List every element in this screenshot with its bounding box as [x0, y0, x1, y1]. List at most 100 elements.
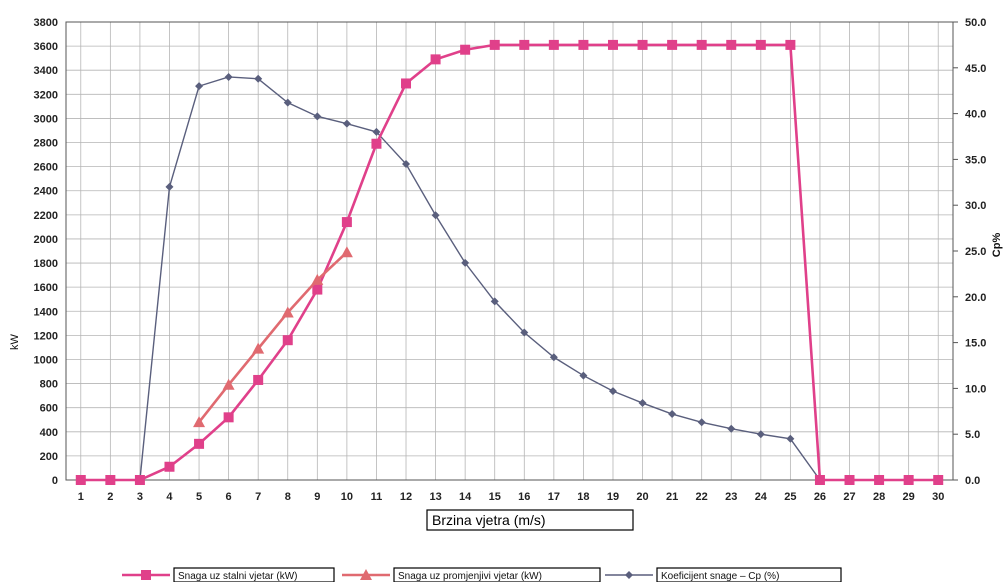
x-tick-label: 24 [755, 491, 768, 503]
data-point-square [135, 475, 145, 485]
x-tick-label: 12 [400, 491, 412, 503]
y-right-tick-label: 35.0 [965, 154, 986, 166]
x-tick-label: 27 [843, 491, 855, 503]
data-point-diamond [609, 387, 617, 395]
x-tick-label: 9 [314, 491, 320, 503]
y-axis-left-title: kW [9, 333, 21, 350]
data-point-square [141, 570, 151, 580]
data-point-diamond [639, 399, 647, 407]
y-right-tick-label: 5.0 [965, 429, 980, 441]
series-layer [76, 40, 943, 485]
x-tick-label: 3 [137, 491, 143, 503]
y-right-tick-label: 40.0 [965, 109, 986, 121]
y-left-tick-label: 3400 [34, 65, 58, 77]
x-tick-label: 2 [107, 491, 113, 503]
data-point-square [194, 439, 204, 449]
y-left-tick-label: 2600 [34, 162, 58, 174]
y-left-tick-label: 1600 [34, 282, 58, 294]
legend-label: Koeficijent snage – Cp (%) [661, 571, 779, 582]
data-point-diamond [668, 410, 676, 418]
data-point-square [933, 475, 943, 485]
data-point-square [371, 139, 381, 149]
data-point-square [431, 54, 441, 64]
y-left-tick-label: 1400 [34, 306, 58, 318]
legend: Snaga uz stalni vjetar (kW) Snaga uz prom… [122, 568, 841, 582]
data-point-diamond [225, 73, 233, 81]
x-tick-label: 15 [489, 491, 501, 503]
x-axis-title: Brzina vjetra (m/s) [432, 512, 546, 528]
y-left-tick-label: 200 [40, 451, 58, 463]
legend-label: Snaga uz promjenjivi vjetar (kW) [398, 571, 542, 582]
grid [66, 22, 953, 480]
x-tick-label: 29 [903, 491, 915, 503]
data-point-square [874, 475, 884, 485]
series-line [199, 252, 347, 422]
data-point-square [549, 40, 559, 50]
data-point-square [608, 40, 618, 50]
data-point-square [164, 462, 174, 472]
data-point-diamond [165, 183, 173, 191]
data-point-diamond [432, 211, 440, 219]
y-left-tick-label: 0 [52, 475, 58, 487]
y-left-tick-label: 2200 [34, 210, 58, 222]
y-left-tick-label: 2000 [34, 234, 58, 246]
y-right-tick-label: 45.0 [965, 63, 986, 75]
x-tick-label: 6 [226, 491, 232, 503]
y-right-tick-label: 10.0 [965, 383, 986, 395]
data-point-square [904, 475, 914, 485]
y-left-tick-label: 600 [40, 403, 58, 415]
y-left-tick-label: 3200 [34, 89, 58, 101]
data-point-square [785, 40, 795, 50]
series-line [140, 77, 820, 480]
data-point-square [312, 285, 322, 295]
x-tick-label: 26 [814, 491, 826, 503]
y-right-tick-label: 15.0 [965, 338, 986, 350]
data-point-square [105, 475, 115, 485]
data-point-square [845, 475, 855, 485]
data-point-diamond [625, 571, 633, 579]
series-line [81, 45, 938, 480]
data-point-triangle [341, 246, 353, 257]
data-point-square [756, 40, 766, 50]
data-point-diamond [195, 82, 203, 90]
data-point-square [76, 475, 86, 485]
legend-item: Snaga uz promjenjivi vjetar (kW) [342, 568, 600, 582]
y-left-tick-label: 800 [40, 379, 58, 391]
data-point-square [460, 45, 470, 55]
series-3 [136, 73, 824, 484]
y-axis-left-ticks: 0 200 400 600 800 1000 1200 1400 1600 1800 2000 220… [34, 17, 58, 487]
data-point-square [253, 375, 263, 385]
y-axis-right-title: Cp% [991, 233, 1003, 258]
y-left-tick-label: 1200 [34, 330, 58, 342]
series-1 [76, 40, 943, 485]
x-tick-label: 5 [196, 491, 202, 503]
y-right-tick-label: 0.0 [965, 475, 980, 487]
x-tick-label: 19 [607, 491, 619, 503]
y-left-tick-label: 2400 [34, 186, 58, 198]
x-tick-label: 22 [696, 491, 708, 503]
x-tick-label: 20 [636, 491, 648, 503]
x-tick-label: 1 [78, 491, 84, 503]
y-right-tick-label: 20.0 [965, 292, 986, 304]
x-tick-label: 28 [873, 491, 885, 503]
x-tick-label: 4 [166, 491, 173, 503]
x-tick-label: 13 [429, 491, 441, 503]
x-tick-label: 17 [548, 491, 560, 503]
x-tick-label: 14 [459, 491, 472, 503]
x-tick-label: 21 [666, 491, 678, 503]
y-right-tick-label: 50.0 [965, 17, 986, 29]
x-axis-ticks: 1 2 3 4 5 6 7 8 9 10 11 12 13 14 15 16 17 18 19 20 21 22 23 24 2… [78, 491, 945, 503]
y-axis-right-ticks: 0.0 5.0 10.0 15.0 20.0 25.0 30.0 35.0 40.0 45.0 50… [953, 17, 986, 487]
data-point-square [578, 40, 588, 50]
data-point-diamond [579, 372, 587, 380]
data-point-diamond [698, 418, 706, 426]
x-tick-label: 16 [518, 491, 530, 503]
x-tick-label: 7 [255, 491, 261, 503]
x-tick-label: 10 [341, 491, 353, 503]
y-left-tick-label: 400 [40, 427, 58, 439]
series-2 [193, 246, 353, 427]
y-left-tick-label: 3800 [34, 17, 58, 29]
data-point-square [697, 40, 707, 50]
data-point-diamond [343, 120, 351, 128]
